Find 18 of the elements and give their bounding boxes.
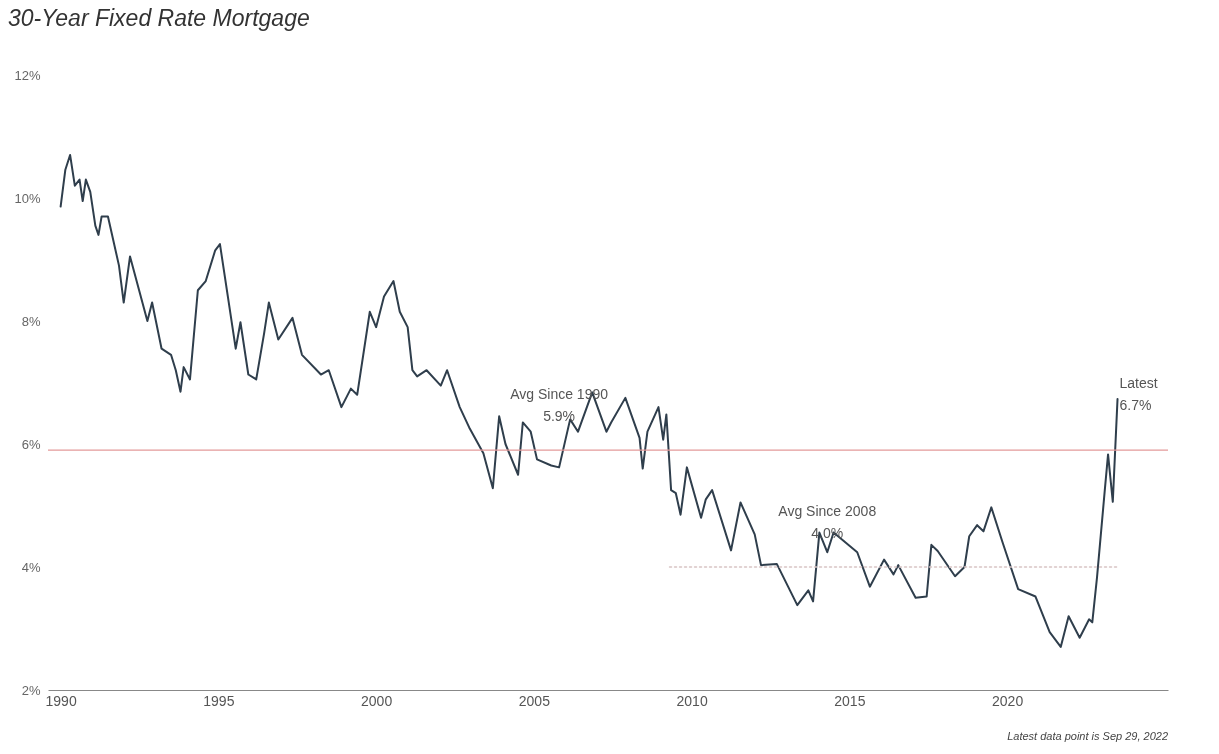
y-tick-label: 12% xyxy=(14,67,41,83)
y-tick-label: 8% xyxy=(21,313,41,329)
x-tick-label: 1995 xyxy=(203,692,235,709)
annotation: Latest 6.7% xyxy=(1119,375,1158,414)
chart-title: 30-Year Fixed Rate Mortgage xyxy=(8,5,310,31)
y-tick-label: 10% xyxy=(14,190,41,206)
annotation: Avg Since 2008 4.0% xyxy=(778,503,877,541)
y-tick-label: 4% xyxy=(21,559,41,575)
line-series xyxy=(59,153,1119,648)
text: Latest data point is Sep 29, 2022 xyxy=(1007,730,1168,742)
x-tick-label: 2000 xyxy=(361,692,393,709)
x-tick-label: 1990 xyxy=(45,692,77,709)
x-tick-label: 2005 xyxy=(518,692,551,709)
y-tick-label: 6% xyxy=(21,436,41,452)
x-tick-label: 2010 xyxy=(676,692,708,709)
x-tick-label: 2015 xyxy=(834,692,866,709)
x-tick-label: 2020 xyxy=(992,692,1024,709)
y-tick-label: 2% xyxy=(21,682,41,698)
